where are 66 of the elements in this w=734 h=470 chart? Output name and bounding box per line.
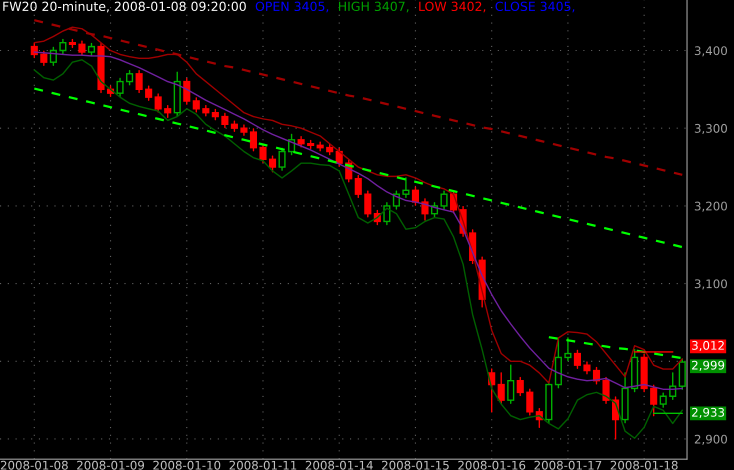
candlestick [669,372,676,400]
candlestick [278,148,286,171]
candlestick [240,124,248,136]
candlestick [526,388,534,416]
y-tick-label: 3,200 [694,202,727,212]
candlestick [183,78,190,105]
candlestick [574,350,581,369]
y-tick-label: 3,300 [694,124,727,134]
candlestick [660,392,667,408]
candlestick [78,40,86,56]
annotation: HIGH 3407, [338,2,408,12]
candlestick [364,190,372,218]
candlestick [326,144,334,156]
candlestick [230,120,238,132]
annotation: LOW 3402, [419,2,486,12]
candlestick [202,104,210,116]
x-tick-label: 2008-01-15 [382,460,449,470]
candlestick [88,42,96,56]
candlestick [59,38,66,54]
y-tick-label: 3,100 [694,279,727,290]
candlestick [602,376,610,404]
text: 3,012 [692,340,724,352]
candlestick [164,104,172,118]
y-tick-label: 2,900 [694,434,727,445]
candlestick [354,174,362,198]
candlestick [402,177,410,198]
candlestick [298,136,305,148]
candlestick [30,42,38,58]
candlestick [583,361,591,374]
candlestick [440,190,448,210]
candlestick [268,155,276,172]
candlestick [250,128,258,152]
x-tick-label: 2008-01-10 [153,460,220,470]
text: 2,999 [692,360,724,371]
candlestick [650,384,658,416]
candlestick [564,337,572,362]
text: 2,933 [692,408,724,418]
candlestick [116,78,124,98]
candlestick [516,376,524,396]
candlestick [336,148,343,167]
candlestick [212,108,219,120]
candlestick [507,364,514,404]
line-series [33,87,684,248]
x-tick-label: 2008-01-16 [458,460,526,470]
candlestick [126,70,134,86]
candlestick [221,112,228,128]
candlestick [383,202,390,226]
annotation: CLOSE 3405, [496,2,574,12]
x-tick-label: 2008-01-14 [306,460,373,470]
candlestick [40,50,48,66]
candlestick [412,186,420,206]
candlestick [259,144,267,164]
candlestick [498,372,505,404]
x-tick-label: 2008-01-08 [0,460,68,470]
x-tick-label: 2008-01-17 [534,460,602,470]
line-series [548,336,684,360]
x-tick-label: 2008-01-09 [77,460,144,470]
candlestick [145,86,152,101]
candlestick [192,97,200,113]
candlestick [136,70,143,94]
x-tick-label: 2008-01-11 [230,460,296,470]
annotation: OPEN 3405, [256,2,328,12]
chart-title: FW20 20-minute, 2008-01-08 09:20:00 [3,1,246,12]
x-tick-label: 2008-01-18 [610,460,678,470]
y-tick-label: 3,400 [694,46,727,56]
candlestick [154,93,162,113]
